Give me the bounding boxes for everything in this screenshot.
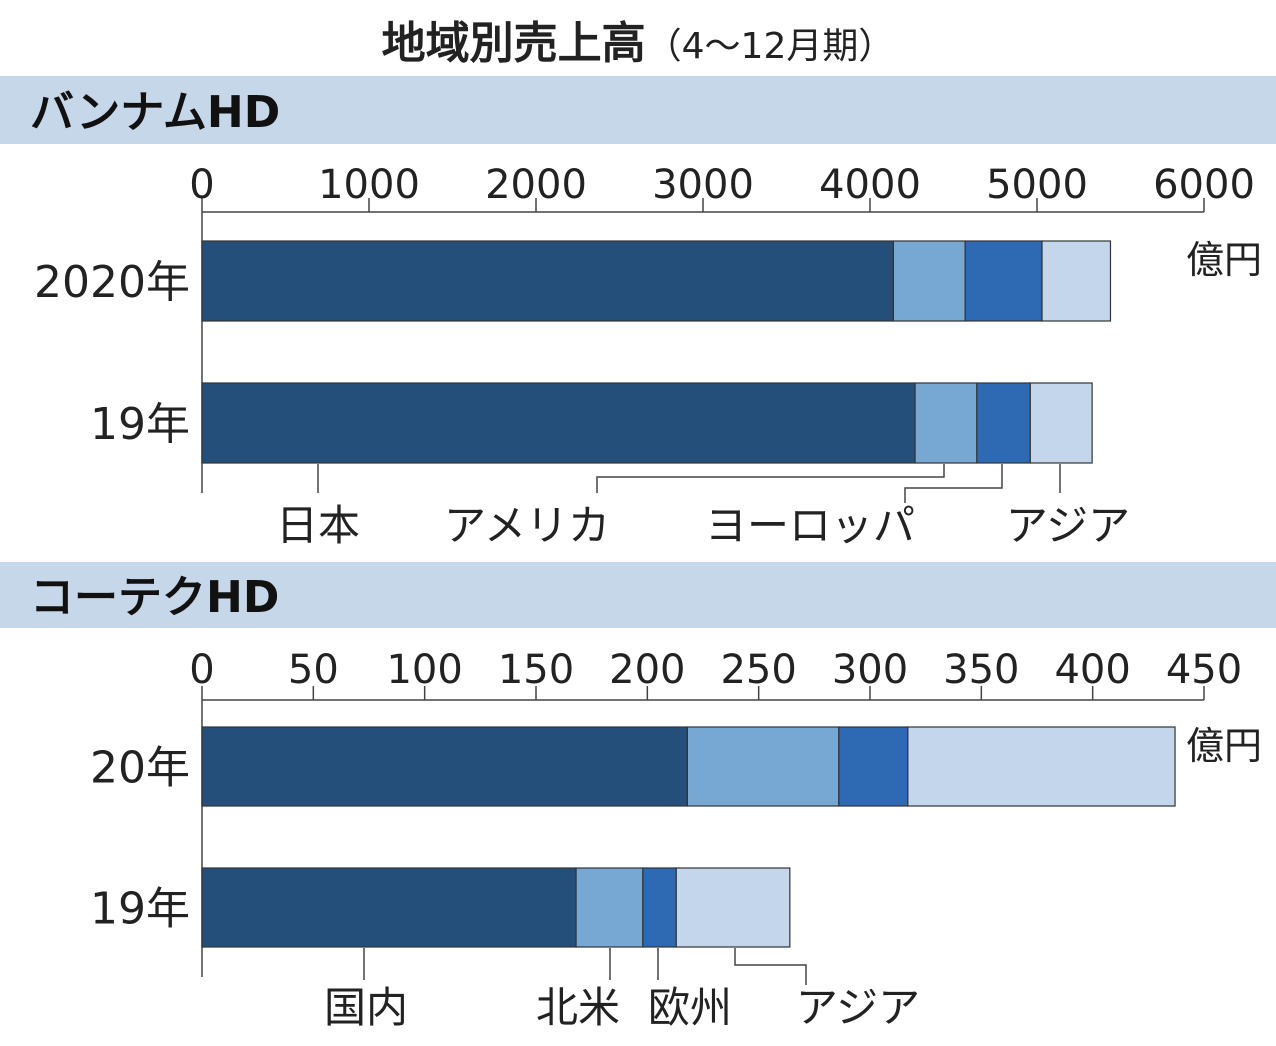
bar-segment	[575, 867, 644, 948]
bar-segment	[201, 867, 577, 948]
bar-segment	[976, 382, 1031, 464]
legend-leader	[734, 948, 807, 985]
tick-label: 5000	[986, 162, 1088, 208]
chart-title-main: 地域別売上高	[382, 18, 646, 69]
tick-label: 450	[1166, 647, 1242, 693]
bar-segment	[838, 726, 909, 807]
bar-segment	[675, 867, 791, 948]
legend-label: 北米	[536, 983, 620, 1032]
unit-label: 億円	[1186, 724, 1262, 768]
tick-label: 300	[832, 647, 908, 693]
section-title: バンナムHD	[30, 87, 280, 138]
bar-segment	[1029, 382, 1093, 464]
chart-title: 地域別売上高（4～12月期）	[382, 18, 895, 69]
bar-segment	[914, 382, 978, 464]
category-label: 2020年	[34, 257, 190, 308]
section-band	[0, 76, 1276, 144]
legend-leader	[904, 464, 1003, 503]
tick-label: 6000	[1153, 162, 1255, 208]
section-band	[0, 562, 1276, 628]
bar-segment	[1041, 240, 1112, 322]
tick-label: 150	[498, 647, 574, 693]
legend-leader	[596, 464, 945, 493]
tick-label: 3000	[652, 162, 754, 208]
tick-label: 0	[189, 647, 214, 693]
legend-label: アジア	[796, 983, 920, 1032]
tick-label: 350	[943, 647, 1019, 693]
section-title: コーテクHD	[30, 572, 279, 623]
legend-label: 国内	[324, 983, 408, 1032]
category-label: 20年	[90, 743, 190, 794]
legend-label: アメリカ	[444, 501, 610, 550]
bar-segment	[964, 240, 1043, 322]
panel-koei-tecmo: コーテクHD 0 50 100 150 200 250 300 350 400 450 億円 20年 19…	[0, 562, 1276, 1032]
tick-label: 400	[1054, 647, 1130, 693]
legend-label: 日本	[276, 501, 360, 550]
chart-title-sub: （4～12月期）	[646, 26, 895, 67]
category-label: 19年	[90, 399, 190, 450]
tick-label: 50	[288, 647, 339, 693]
legend-label: ヨーロッパ	[705, 501, 915, 550]
bar-segment	[686, 726, 840, 807]
tick-label: 200	[609, 647, 685, 693]
tick-label: 1000	[318, 162, 420, 208]
bar-segment	[642, 867, 677, 948]
tick-label: 2000	[485, 162, 587, 208]
unit-label: 億円	[1186, 238, 1262, 282]
bar-segment	[201, 726, 689, 807]
bar-segment	[892, 240, 966, 322]
bar-segment	[907, 726, 1176, 807]
legend-label: 欧州	[648, 983, 732, 1032]
panel-bandai-namco: バンナムHD 0 1000 2000 3000 4000 5000 6000 億円 2020年 19…	[0, 76, 1276, 550]
tick-label: 100	[386, 647, 462, 693]
category-label: 19年	[90, 884, 190, 935]
tick-label: 0	[189, 162, 214, 208]
tick-label: 250	[720, 647, 796, 693]
bar-segment	[201, 382, 916, 464]
bar-segment	[201, 240, 894, 322]
tick-label: 4000	[819, 162, 921, 208]
legend-label: アジア	[1006, 501, 1130, 550]
